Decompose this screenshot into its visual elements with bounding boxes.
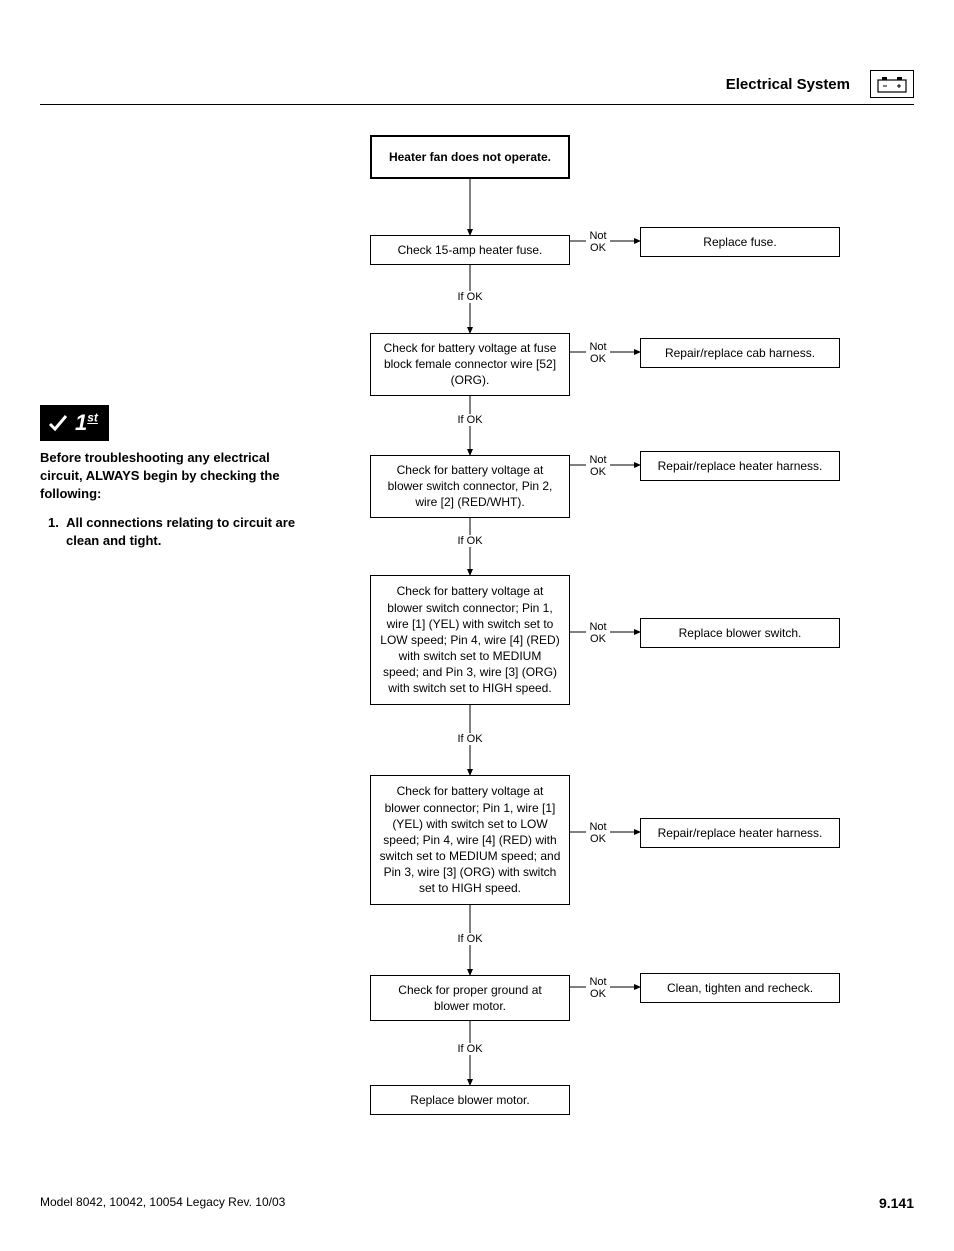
edge-label-if-ok: If OK bbox=[450, 933, 490, 945]
flow-n4: Check for battery voltage at blower swit… bbox=[370, 575, 570, 705]
flow-n2: Check for battery voltage at fuse block … bbox=[370, 333, 570, 396]
content-area: 1st Before troubleshooting any electrica… bbox=[40, 135, 914, 1185]
edge-label-if-ok: If OK bbox=[450, 414, 490, 426]
page-footer: Model 8042, 10042, 10054 Legacy Rev. 10/… bbox=[40, 1195, 914, 1211]
edge-label-not-ok: NotOK bbox=[586, 341, 610, 365]
header-rule bbox=[40, 104, 914, 105]
flow-n6: Check for proper ground at blower motor. bbox=[370, 975, 570, 1021]
flow-start: Heater fan does not operate. bbox=[370, 135, 570, 179]
flow-n1: Check 15-amp heater fuse. bbox=[370, 235, 570, 265]
battery-icon bbox=[870, 70, 914, 98]
first-badge-text: 1st bbox=[75, 410, 98, 436]
flowchart-column: Heater fan does not operate. Check 15-amp… bbox=[300, 135, 920, 1185]
checkmark-icon bbox=[47, 412, 69, 434]
precheck-note: 1st Before troubleshooting any electrica… bbox=[40, 405, 300, 550]
flow-n3: Check for battery voltage at blower swit… bbox=[370, 455, 570, 518]
note-intro: Before troubleshooting any electrical ci… bbox=[40, 449, 300, 504]
note-item-1: 1. All connections relating to circuit a… bbox=[40, 514, 300, 550]
flow-r2: Repair/replace cab harness. bbox=[640, 338, 840, 368]
edge-label-not-ok: NotOK bbox=[586, 821, 610, 845]
edge-label-if-ok: If OK bbox=[450, 733, 490, 745]
flowchart: Heater fan does not operate. Check 15-amp… bbox=[350, 135, 920, 1185]
footer-page-number: 9.141 bbox=[879, 1195, 914, 1211]
flow-r1: Replace fuse. bbox=[640, 227, 840, 257]
footer-model: Model 8042, 10042, 10054 Legacy Rev. 10/… bbox=[40, 1195, 285, 1211]
page-header: Electrical System bbox=[40, 70, 914, 98]
edge-label-not-ok: NotOK bbox=[586, 621, 610, 645]
flow-r5: Repair/replace heater harness. bbox=[640, 818, 840, 848]
section-title: Electrical System bbox=[726, 76, 850, 93]
edge-label-not-ok: NotOK bbox=[586, 454, 610, 478]
edge-label-not-ok: NotOK bbox=[586, 230, 610, 254]
flow-r4: Replace blower switch. bbox=[640, 618, 840, 648]
first-badge: 1st bbox=[40, 405, 109, 441]
edge-label-if-ok: If OK bbox=[450, 535, 490, 547]
flow-r6: Clean, tighten and recheck. bbox=[640, 973, 840, 1003]
flow-n5: Check for battery voltage at blower conn… bbox=[370, 775, 570, 905]
flow-r3: Repair/replace heater harness. bbox=[640, 451, 840, 481]
page: Electrical System 1st B bbox=[0, 0, 954, 1251]
flow-n7: Replace blower motor. bbox=[370, 1085, 570, 1115]
edge-label-not-ok: NotOK bbox=[586, 976, 610, 1000]
edge-label-if-ok: If OK bbox=[450, 291, 490, 303]
edge-label-if-ok: If OK bbox=[450, 1043, 490, 1055]
